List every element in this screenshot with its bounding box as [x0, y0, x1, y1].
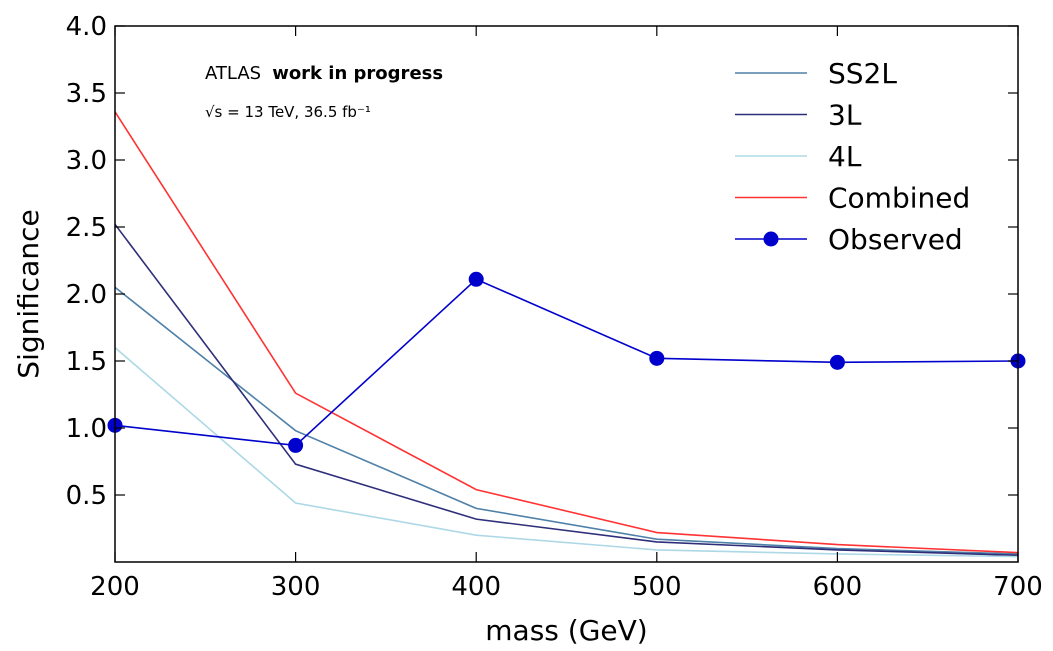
- atlas-label: ATLAS work in progress: [205, 63, 443, 84]
- x-tick-label: 700: [993, 572, 1043, 602]
- series-line-4l: [114, 346, 1019, 558]
- data-point-observed: [468, 271, 484, 287]
- data-point-observed: [649, 350, 665, 366]
- y-tick-label: 4.0: [66, 12, 107, 42]
- legend: SS2L 3L 4L Combined Observed: [735, 57, 970, 256]
- y-tick-label: 1.0: [66, 414, 107, 444]
- x-tick-label: 600: [813, 572, 863, 602]
- y-tick-label: 3.0: [66, 146, 107, 176]
- x-tick-label: 200: [90, 572, 140, 602]
- x-tick-label: 300: [271, 572, 321, 602]
- y-axis-title: Significance: [12, 209, 45, 378]
- tick-labels: 200 300 400 500 600 700 0.5 1.0 1.5 2.0 2.5 3.0 3.5 4…: [66, 12, 1043, 602]
- series-line-ss2l: [114, 286, 1019, 555]
- series-line-observed: [114, 278, 1019, 447]
- legend-marker-observed: [763, 231, 779, 247]
- atlas-status-text: work in progress: [272, 63, 443, 84]
- legend-label-3l: 3L: [828, 99, 862, 132]
- axis-ticks: [114, 25, 1019, 562]
- legend-label-4l: 4L: [828, 140, 862, 173]
- atlas-experiment-text: ATLAS: [205, 63, 261, 84]
- legend-label-ss2l: SS2L: [828, 57, 897, 90]
- x-tick-label: 500: [632, 572, 682, 602]
- series-line-combined: [114, 111, 1019, 554]
- data-point-observed: [829, 354, 845, 370]
- x-axis-title: mass (GeV): [485, 614, 647, 647]
- x-tick-label: 400: [451, 572, 501, 602]
- y-tick-label: 1.5: [66, 347, 107, 377]
- data-point-observed: [288, 437, 304, 453]
- y-tick-label: 3.5: [66, 79, 107, 109]
- legend-label-observed: Observed: [828, 223, 963, 256]
- y-tick-label: 2.5: [66, 213, 107, 243]
- y-tick-label: 0.5: [66, 481, 107, 511]
- legend-label-combined: Combined: [828, 182, 970, 215]
- experiment-annotation: ATLAS work in progress √s = 13 TeV, 36.5…: [205, 63, 443, 121]
- energy-lumi-label: √s = 13 TeV, 36.5 fb⁻¹: [205, 103, 371, 121]
- series-line-3l: [114, 223, 1019, 557]
- series-lines: [114, 111, 1019, 558]
- y-tick-label: 2.0: [66, 280, 107, 310]
